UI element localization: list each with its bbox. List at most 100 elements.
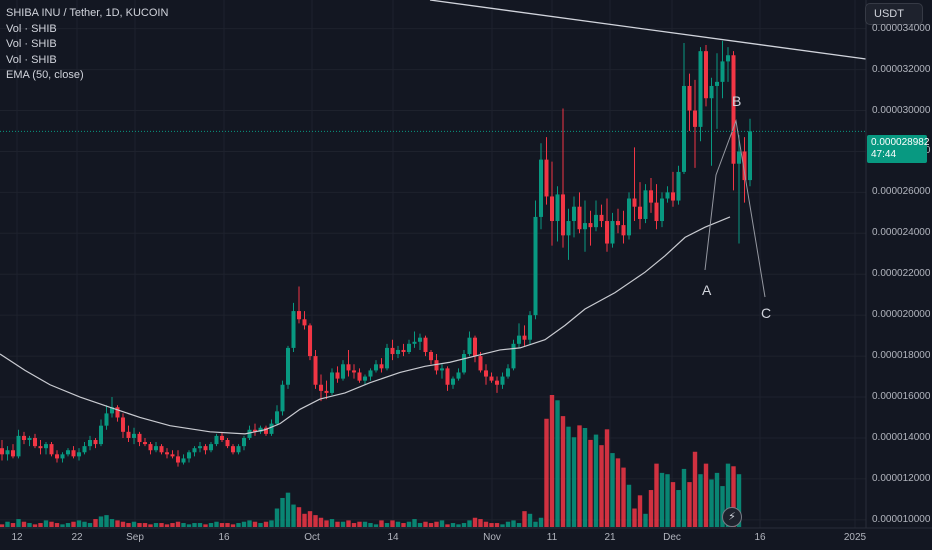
candle-body	[88, 440, 92, 447]
time-axis-label: 11	[546, 532, 558, 543]
candle-body	[583, 223, 587, 230]
volume-bar	[65, 523, 71, 527]
candle-body	[44, 444, 48, 449]
volume-bar	[467, 520, 472, 527]
volume-bar	[54, 523, 60, 527]
volume-bar	[318, 517, 324, 527]
volume-bar	[346, 520, 351, 527]
candle-body	[379, 364, 384, 369]
candle-body	[550, 196, 554, 222]
volume-bar	[21, 521, 27, 527]
candle-body	[610, 221, 615, 244]
candle-body	[27, 437, 32, 440]
volume-bar	[357, 521, 362, 527]
volume-bar	[434, 521, 439, 527]
candle-body	[533, 216, 538, 316]
volume-bar	[439, 520, 445, 527]
candle-body	[170, 454, 175, 457]
volume-bar	[203, 524, 208, 527]
volume-bar	[379, 520, 384, 527]
candle-body	[313, 356, 318, 385]
volume-bar	[335, 521, 340, 527]
candle-body	[198, 446, 202, 449]
candle-body	[577, 206, 582, 230]
volume-bar	[709, 479, 714, 527]
legend-volume-3[interactable]: Vol · SHIB	[6, 53, 57, 66]
candle-body	[390, 347, 395, 355]
legend-ema[interactable]: EMA (50, close)	[6, 69, 84, 81]
candle-body	[132, 433, 136, 438]
candle-body	[203, 446, 208, 451]
candle-body	[693, 110, 697, 127]
candle-body	[484, 370, 488, 377]
volume-bar	[252, 521, 258, 527]
time-axis-label: 16	[218, 532, 230, 543]
volume-bar	[10, 523, 16, 527]
volume-bar	[208, 523, 214, 527]
volume-bar	[38, 523, 43, 527]
volume-bar	[401, 523, 406, 527]
candle-body	[440, 368, 444, 371]
candle-body	[407, 343, 411, 352]
candle-body	[594, 214, 598, 228]
candle-body	[110, 407, 114, 414]
candle-body	[456, 372, 461, 379]
candle-body	[324, 390, 329, 393]
volume-bar	[599, 445, 604, 527]
candle-body	[412, 341, 417, 344]
candle-body	[517, 335, 521, 344]
volume-bar	[27, 523, 32, 527]
volume-bar	[544, 418, 549, 527]
currency-selector[interactable]: USDT	[865, 3, 923, 25]
candle-body	[715, 81, 719, 86]
abc-wave-line[interactable]	[704, 119, 766, 298]
volume-bar	[313, 515, 318, 527]
candle-body	[434, 360, 439, 371]
volume-bar	[604, 429, 610, 527]
candle-body	[165, 452, 169, 455]
candle-body	[126, 431, 131, 438]
volume-bar	[522, 511, 527, 527]
candle-body	[726, 55, 730, 62]
candle-body	[280, 384, 285, 412]
volume-bar	[159, 523, 164, 527]
volume-bar	[175, 521, 181, 527]
volume-bar	[82, 521, 87, 527]
volume-bar	[654, 463, 659, 527]
legend-volume-2[interactable]: Vol · SHIB	[6, 38, 57, 50]
candle-body	[286, 347, 290, 385]
candle-body	[275, 411, 279, 424]
trendline[interactable]	[429, 0, 867, 60]
volume-bar	[170, 523, 175, 527]
volume-bar	[302, 513, 307, 527]
price-axis-label: 0.000010000	[872, 513, 931, 525]
volume-bar	[142, 523, 148, 527]
last-price-value: 0.000028982	[871, 137, 930, 148]
volume-bar	[428, 523, 434, 527]
volume-bar	[571, 437, 577, 527]
volume-bar	[736, 474, 742, 527]
volume-bar	[137, 523, 142, 527]
candle-body	[682, 85, 686, 172]
candle-body	[698, 51, 703, 127]
legend-title[interactable]: SHIBA INU / Tether, 1D, KUCOIN	[6, 7, 169, 19]
volume-bar	[230, 524, 236, 527]
candle-body	[71, 450, 76, 457]
volume-bar	[450, 523, 456, 527]
volume-bar	[390, 520, 395, 527]
candle-body	[253, 429, 257, 432]
candle-body	[22, 435, 26, 440]
volume-bar	[615, 458, 621, 527]
volume-bar	[340, 521, 346, 527]
replay-lightning-icon[interactable]: ⚡	[722, 507, 742, 527]
volume-bar	[560, 416, 566, 527]
candle-body	[709, 85, 714, 99]
legend-volume-1[interactable]: Vol · SHIB	[6, 22, 57, 35]
volume-bar	[445, 524, 450, 527]
candle-body	[302, 319, 307, 326]
volume-bar	[566, 426, 571, 527]
volume-bar	[582, 428, 588, 527]
candle-body	[121, 417, 125, 432]
price-axis-label: 0.000018000	[872, 350, 931, 362]
